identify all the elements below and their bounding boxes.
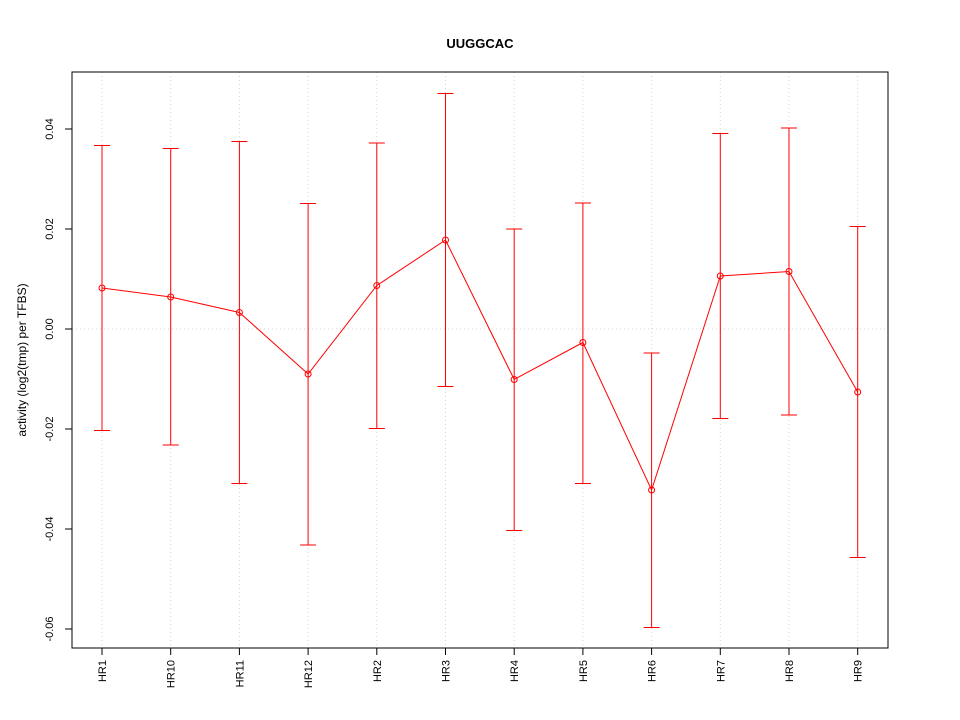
y-tick-label: -0.02 — [44, 416, 56, 441]
data-point — [785, 268, 793, 275]
data-point — [510, 376, 518, 383]
y-tick-label: 0.00 — [44, 318, 56, 339]
data-point — [716, 272, 724, 280]
x-tick-label: HR7 — [715, 660, 727, 682]
chart-title: UUGGCAC — [446, 36, 514, 51]
series-layer — [94, 93, 866, 628]
x-tick-label: HR2 — [372, 660, 384, 682]
data-point — [854, 388, 862, 396]
x-axis: HR1 HR10 HR11 HR12 HR2 HR3 HR4 HR5 HR6 HR7 HR8 HR9 — [97, 648, 865, 688]
grid — [72, 72, 888, 648]
series-line — [101, 239, 859, 492]
x-tick-label: HR8 — [784, 660, 796, 682]
x-tick-label: HR6 — [647, 660, 659, 682]
data-point — [648, 486, 656, 494]
y-tick-label: 0.04 — [44, 118, 56, 139]
data-point — [304, 370, 312, 378]
x-tick-label: HR5 — [578, 660, 590, 682]
y-tick-label: -0.06 — [44, 616, 56, 641]
x-tick-label: HR11 — [234, 660, 246, 687]
plot-frame — [71, 71, 889, 649]
x-tick-label: HR1 — [97, 660, 109, 682]
data-point — [373, 282, 381, 289]
data-point — [579, 339, 587, 346]
data-point — [235, 309, 243, 316]
y-axis: -0.06 -0.04 -0.02 0.00 0.02 0.04 — [44, 118, 72, 642]
y-axis-label: activity (log2(tmp) per TFBS) — [15, 283, 29, 436]
x-tick-label: HR10 — [166, 660, 178, 688]
data-point — [442, 236, 449, 244]
x-tick-label: HR3 — [441, 660, 453, 682]
x-tick-label: HR9 — [853, 660, 865, 682]
data-point — [167, 293, 175, 301]
x-tick-label: HR4 — [509, 660, 521, 682]
y-tick-label: -0.04 — [44, 516, 56, 541]
x-tick-label: HR12 — [303, 660, 315, 688]
data-point — [98, 284, 106, 292]
y-tick-label: 0.02 — [44, 218, 56, 239]
